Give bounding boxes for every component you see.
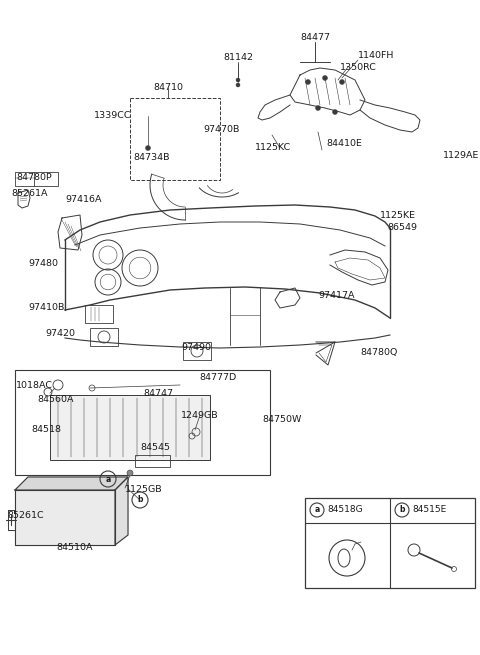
Bar: [305, 498, 475, 588]
Text: 84750W: 84750W: [262, 415, 301, 424]
Text: 81142: 81142: [223, 54, 253, 62]
Polygon shape: [115, 477, 128, 545]
Text: 97420: 97420: [45, 329, 75, 337]
Text: 84777D: 84777D: [199, 373, 237, 383]
Text: a: a: [106, 474, 110, 483]
Text: 97490: 97490: [181, 343, 211, 352]
Text: 84518: 84518: [31, 426, 61, 434]
Circle shape: [145, 145, 151, 151]
Text: 1018AC: 1018AC: [15, 381, 52, 390]
Polygon shape: [15, 477, 128, 490]
Text: 84545: 84545: [140, 443, 170, 451]
Text: 1350RC: 1350RC: [340, 62, 377, 71]
Text: 86549: 86549: [387, 223, 417, 233]
Text: 97470B: 97470B: [204, 126, 240, 134]
Text: 84780Q: 84780Q: [360, 348, 397, 358]
Bar: [85, 305, 113, 323]
Circle shape: [323, 75, 327, 81]
Circle shape: [333, 109, 337, 115]
Text: b: b: [137, 495, 143, 504]
Circle shape: [127, 470, 133, 476]
Text: 84710: 84710: [153, 83, 183, 92]
Text: 1339CC: 1339CC: [94, 111, 132, 121]
Text: 1125GB: 1125GB: [125, 485, 163, 493]
Text: 1140FH: 1140FH: [358, 50, 395, 60]
Bar: [90, 328, 118, 346]
Text: 84734B: 84734B: [134, 153, 170, 162]
Text: 1129AE: 1129AE: [443, 151, 480, 160]
Text: 1125KC: 1125KC: [255, 143, 291, 151]
Text: 84515E: 84515E: [412, 506, 446, 514]
Circle shape: [236, 78, 240, 82]
Text: 97480: 97480: [28, 259, 58, 267]
Text: 97410B: 97410B: [29, 303, 65, 312]
Text: 84410E: 84410E: [326, 138, 362, 147]
Bar: [15, 370, 270, 475]
Bar: [183, 342, 211, 360]
Circle shape: [305, 79, 311, 84]
Text: 84560A: 84560A: [38, 394, 74, 403]
Polygon shape: [15, 490, 115, 545]
Text: 85261A: 85261A: [12, 189, 48, 198]
Text: 97416A: 97416A: [66, 195, 102, 204]
Text: 1249GB: 1249GB: [181, 411, 219, 421]
Bar: [135, 455, 170, 467]
Text: 84510A: 84510A: [57, 542, 93, 552]
Circle shape: [315, 105, 321, 111]
Circle shape: [339, 79, 345, 84]
Circle shape: [236, 83, 240, 87]
Bar: [130, 98, 220, 180]
Text: 97417A: 97417A: [318, 291, 355, 299]
Bar: [50, 395, 210, 460]
Text: a: a: [314, 506, 320, 514]
Text: 84780P: 84780P: [16, 174, 52, 183]
Text: 84518G: 84518G: [327, 506, 362, 514]
Bar: [15, 172, 58, 186]
Text: b: b: [399, 506, 405, 514]
Text: 85261C: 85261C: [8, 512, 44, 521]
Text: 1125KE: 1125KE: [380, 212, 416, 221]
Text: 84747: 84747: [143, 388, 173, 398]
Text: 84477: 84477: [300, 33, 330, 43]
